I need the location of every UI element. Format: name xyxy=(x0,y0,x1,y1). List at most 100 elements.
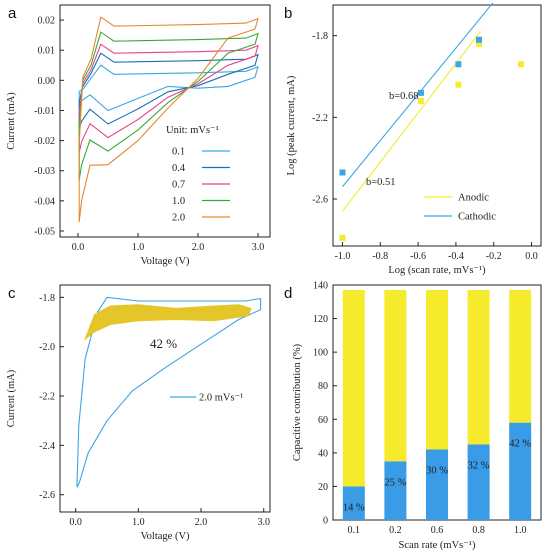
fit-line-cathodic xyxy=(342,2,494,188)
bar-capacitive xyxy=(509,422,532,520)
x-tick-label: 0.0 xyxy=(72,242,85,253)
x-tick-label: 1.0 xyxy=(514,525,527,536)
capacitive-region xyxy=(83,304,252,341)
bar-diffusion xyxy=(384,290,407,462)
y-axis-label: Capacitive contribution (%) xyxy=(292,343,303,461)
plot-frame xyxy=(59,4,271,238)
bar-percent-label: 25 % xyxy=(384,477,406,488)
y-tick-label: 140 xyxy=(313,281,328,292)
plot-frame xyxy=(332,4,542,247)
y-tick-label: -2.4 xyxy=(39,441,55,452)
y-tick-label: 0.02 xyxy=(38,16,56,27)
x-axis-label: Log (scan rate, mVs⁻¹) xyxy=(388,265,486,276)
y-tick-label: 100 xyxy=(313,348,328,359)
y-tick-label: 40 xyxy=(318,448,328,459)
panel-label-b: b xyxy=(284,5,292,22)
data-point-anodic xyxy=(475,40,482,47)
cv-curve-2.0 xyxy=(78,16,259,222)
data-point-cathodic xyxy=(475,36,482,43)
y-axis-label: Log (peak current, mA) xyxy=(286,75,297,175)
y-tick-label: -0.05 xyxy=(34,226,55,237)
x-tick-label: -0.2 xyxy=(486,251,502,262)
legend-label: 2.0 mVs⁻¹ xyxy=(199,393,243,404)
data-point-cathodic xyxy=(455,61,462,68)
x-tick-label: 3.0 xyxy=(257,517,270,528)
y-tick-label: 120 xyxy=(313,314,328,325)
slope-annotation-cathodic: b=0.68 xyxy=(389,91,419,102)
bar-capacitive xyxy=(384,461,407,520)
y-tick-label: 80 xyxy=(318,381,328,392)
y-tick-label: 0.00 xyxy=(38,76,56,87)
y-tick-label: 0 xyxy=(323,516,328,527)
legend-title: Unit: mVs⁻¹ xyxy=(166,125,219,136)
panel-label-a: a xyxy=(8,5,17,22)
legend-label: 2.0 xyxy=(172,213,185,224)
slope-annotation-anodic: b=0.51 xyxy=(366,177,396,188)
x-tick-label: 1.0 xyxy=(132,517,145,528)
y-tick-label: -2.6 xyxy=(39,490,55,501)
data-point-cathodic xyxy=(339,169,346,176)
x-axis-label: Scan rate (mVs⁻¹) xyxy=(399,540,476,551)
bar-diffusion xyxy=(509,290,532,423)
x-tick-label: 0.6 xyxy=(431,525,444,536)
x-tick-label: 2.0 xyxy=(192,242,205,253)
fit-line-anodic xyxy=(342,31,481,212)
bar-diffusion xyxy=(342,290,365,487)
cv-curve-0.4 xyxy=(78,52,259,129)
x-tick-label: 2.0 xyxy=(195,517,208,528)
y-tick-label: -2.2 xyxy=(312,113,328,124)
x-tick-label: 1.0 xyxy=(132,242,145,253)
legend-label: Cathodic xyxy=(458,212,496,223)
legend-label: 0.4 xyxy=(172,163,186,174)
y-axis-label: Current (mA) xyxy=(6,92,17,150)
bar-percent-label: 14 % xyxy=(343,502,365,513)
bar-capacitive xyxy=(342,486,365,520)
y-tick-label: 0.01 xyxy=(38,46,56,57)
data-point-anodic xyxy=(455,81,462,88)
panel-d-contribution-bars: 0 20 40 60 80 100 120 140 14 % 0.1 25 % 0.2 30 % 0.6 3… xyxy=(292,281,542,551)
plot-frame xyxy=(59,284,271,513)
y-tick-label: -1.8 xyxy=(312,31,328,42)
y-tick-label: -2.6 xyxy=(312,195,328,206)
x-tick-label: -1.0 xyxy=(335,251,351,262)
capacitive-percent-label: 42 % xyxy=(150,336,177,351)
x-tick-label: 0.8 xyxy=(472,525,485,536)
y-tick-label: -0.02 xyxy=(34,136,55,147)
bar-percent-label: 30 % xyxy=(426,466,448,477)
panel-label-d: d xyxy=(284,285,292,302)
y-tick-label: -0.04 xyxy=(34,196,55,207)
bar-percent-label: 32 % xyxy=(468,460,490,471)
x-tick-label: 0.1 xyxy=(348,525,361,536)
y-axis-label: Current (mA) xyxy=(6,369,17,427)
data-point-anodic xyxy=(339,234,346,241)
y-tick-label: -0.01 xyxy=(34,106,55,117)
legend-label: 0.7 xyxy=(172,180,185,191)
data-point-anodic xyxy=(517,61,524,68)
panel-b-log-fit: -2.6 -2.2 -1.8 -1.0 -0.8 -0.6 -0.4 -0.2 0.0 Log (… xyxy=(286,2,542,276)
x-axis-label: Voltage (V) xyxy=(140,256,190,267)
x-axis-label: Voltage (V) xyxy=(140,531,190,542)
x-tick-label: -0.8 xyxy=(372,251,388,262)
x-tick-label: 0.0 xyxy=(69,517,82,528)
y-tick-label: -1.8 xyxy=(39,293,55,304)
x-tick-label: -0.4 xyxy=(448,251,464,262)
cv-curve-0.1 xyxy=(78,64,259,112)
bar-diffusion xyxy=(426,290,448,450)
bar-diffusion xyxy=(467,290,490,445)
bar-capacitive xyxy=(467,444,490,520)
panel-a-cv-curves: -0.05 -0.04 -0.03 -0.02 -0.01 0.00 0.01 0.02 0.0… xyxy=(6,4,271,267)
y-tick-label: 60 xyxy=(318,415,328,426)
y-tick-label: 20 xyxy=(318,482,328,493)
panel-label-c: c xyxy=(8,285,16,302)
panel-c-capacitive-cv: -2.6 -2.4 -2.2 -2.0 -1.8 0.0 1.0 2.0 3.0 Voltage … xyxy=(6,284,271,542)
cv-curve-0.7 xyxy=(78,43,259,153)
legend-label: Anodic xyxy=(458,193,489,204)
data-point-anodic xyxy=(417,97,424,104)
x-tick-label: 3.0 xyxy=(252,242,265,253)
x-tick-label: 0.0 xyxy=(525,251,538,262)
bar-capacitive xyxy=(426,449,448,520)
bar-percent-label: 42 % xyxy=(509,439,531,450)
legend-label: 1.0 xyxy=(172,196,185,207)
data-point-cathodic xyxy=(417,89,424,96)
